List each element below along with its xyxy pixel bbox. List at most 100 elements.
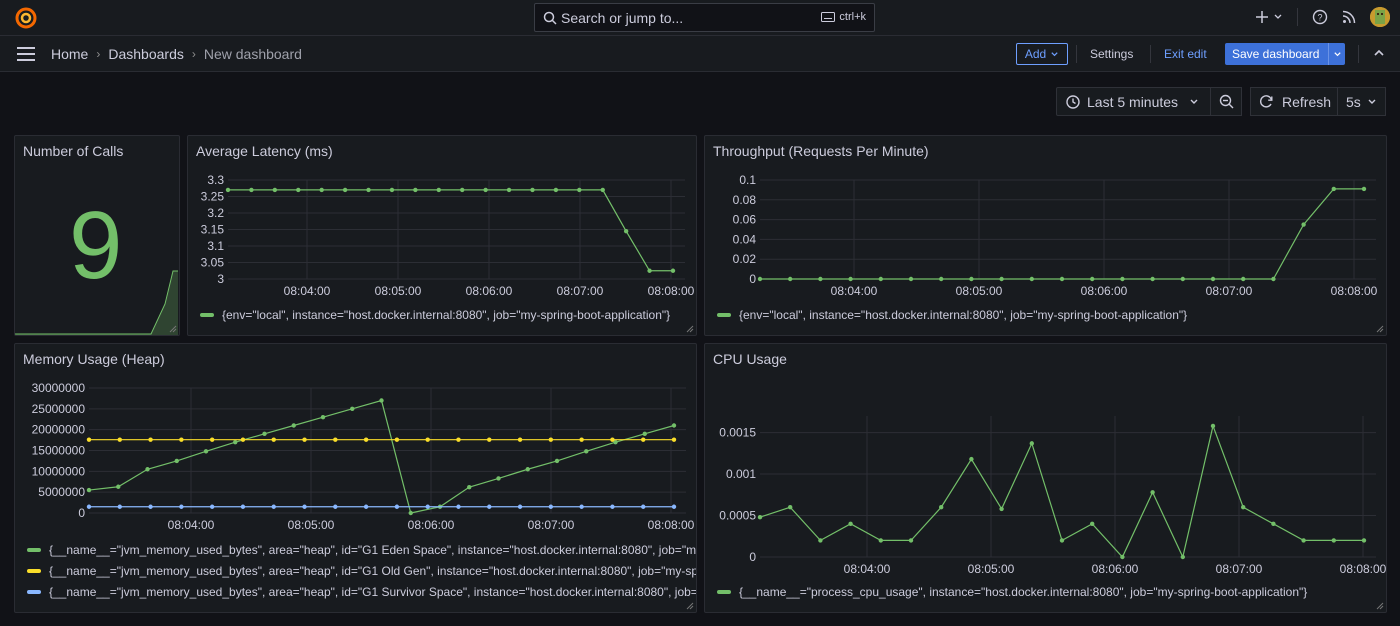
zoom-out-button[interactable] [1211, 87, 1242, 116]
throughput-chart[interactable]: 0 0.02 0.04 0.06 0.08 0.1 08:04:00 08:05:00 08:0… [705, 136, 1387, 336]
breadcrumb: Home › Dashboards › New dashboard [51, 46, 302, 62]
data-point [1271, 276, 1276, 282]
save-options-dropdown[interactable] [1328, 43, 1345, 65]
chevron-up-icon[interactable] [1372, 46, 1386, 60]
data-point [86, 437, 92, 442]
data-point [579, 504, 584, 509]
legend-item[interactable]: {__name__="process_cpu_usage", instance=… [717, 585, 1307, 599]
data-point [408, 510, 413, 516]
y-tick-label: 0 [749, 550, 756, 564]
refresh-interval-dropdown[interactable]: 5s [1338, 87, 1386, 116]
zoom-out-icon [1219, 94, 1233, 109]
y-tick-label: 0.001 [726, 467, 756, 481]
data-point [333, 437, 338, 442]
breadcrumb-dashboards[interactable]: Dashboards [108, 46, 184, 62]
panel-number-of-calls[interactable]: Number of Calls 9 [14, 135, 180, 336]
top-bar: Search or jump to... ctrl+k ? [0, 0, 1400, 36]
grafana-logo-icon[interactable] [15, 7, 37, 29]
resize-handle-icon[interactable] [686, 602, 694, 610]
x-tick-label: 08:05:00 [968, 562, 1015, 576]
chevron-down-icon [1051, 51, 1058, 56]
data-point [878, 276, 883, 282]
data-point [623, 228, 629, 234]
data-point [487, 504, 492, 509]
cpu-chart[interactable]: 0 0.0005 0.001 0.0015 08:04:00 08:05:00 08:06:… [705, 344, 1387, 613]
panel-memory-usage[interactable]: Memory Usage (Heap) 0 5000000 10000000 1500… [14, 343, 697, 613]
data-point [641, 504, 646, 509]
latency-chart[interactable]: 3 3.05 3.1 3.15 3.2 3.25 3.3 08:04:00 08:05:00 08… [188, 136, 697, 336]
rss-news-icon[interactable] [1342, 10, 1356, 24]
x-tick-label: 08:08:00 [648, 284, 695, 298]
data-point [117, 504, 122, 509]
x-tick-label: 08:06:00 [466, 284, 513, 298]
data-point [203, 449, 209, 454]
memory-chart[interactable]: 0 5000000 10000000 15000000 20000000 25000000… [15, 344, 697, 613]
save-dashboard-button[interactable]: Save dashboard [1225, 43, 1345, 65]
legend-item[interactable]: {__name__="jvm_memory_used_bytes", area=… [27, 564, 696, 578]
data-point [302, 504, 307, 509]
data-point [908, 538, 914, 543]
data-point [487, 437, 492, 442]
add-button[interactable]: Add [1016, 43, 1068, 65]
breadcrumb-home[interactable]: Home [51, 46, 89, 62]
data-point [641, 437, 646, 442]
legend-swatch [717, 313, 731, 317]
data-point [1301, 222, 1306, 227]
data-point [425, 504, 430, 509]
data-point [1090, 276, 1095, 282]
x-tick-label: 08:07:00 [528, 518, 575, 532]
stat-value: 9 [69, 192, 123, 299]
resize-handle-icon[interactable] [169, 325, 177, 333]
data-point [271, 437, 276, 442]
data-point [1120, 276, 1125, 282]
legend-item[interactable]: {env="local", instance="host.docker.inte… [717, 308, 1187, 322]
legend-item[interactable]: {env="local", instance="host.docker.inte… [200, 308, 670, 322]
legend-label: {env="local", instance="host.docker.inte… [222, 308, 671, 322]
data-point [350, 406, 355, 412]
avatar[interactable] [1370, 7, 1390, 27]
data-point [554, 458, 560, 464]
data-point [413, 187, 418, 193]
legend-item[interactable]: {__name__="jvm_memory_used_bytes", area=… [27, 543, 696, 557]
resize-handle-icon[interactable] [1376, 325, 1384, 333]
search-input[interactable]: Search or jump to... ctrl+k [534, 3, 875, 32]
new-dropdown-button[interactable] [1255, 10, 1283, 24]
data-point [647, 268, 652, 273]
y-tick-label: 0.08 [733, 193, 757, 207]
resize-handle-icon[interactable] [686, 325, 694, 333]
x-tick-label: 08:04:00 [168, 518, 215, 532]
search-placeholder: Search or jump to... [561, 10, 684, 26]
data-point [319, 187, 324, 193]
data-point [1180, 276, 1185, 282]
y-tick-label: 20000000 [32, 423, 86, 437]
add-button-label: Add [1024, 47, 1047, 61]
panel-cpu-usage[interactable]: CPU Usage 0 0.0005 0.001 0.0015 08:04:00 08:0… [704, 343, 1387, 613]
refresh-button[interactable]: Refresh [1250, 87, 1338, 116]
data-point [425, 437, 430, 442]
data-point [1210, 276, 1216, 282]
data-point [296, 187, 301, 193]
legend-swatch [27, 548, 41, 552]
help-icon[interactable]: ? [1312, 9, 1328, 25]
legend-label: {__name__="process_cpu_usage", instance=… [739, 585, 1308, 599]
legend-swatch [27, 569, 41, 573]
panel-throughput[interactable]: Throughput (Requests Per Minute) 0 0.02 0.… [704, 135, 1387, 336]
x-tick-label: 08:04:00 [831, 284, 878, 298]
data-point [456, 504, 461, 509]
panel-average-latency[interactable]: Average Latency (ms) 3 3.05 3.1 3.15 3.2 3.25… [187, 135, 697, 336]
time-range-button[interactable]: Last 5 minutes [1056, 87, 1211, 116]
data-point [878, 538, 883, 543]
y-tick-label: 0.02 [733, 252, 757, 266]
chevron-down-icon [1368, 99, 1376, 104]
resize-handle-icon[interactable] [1376, 602, 1384, 610]
menu-icon[interactable] [16, 46, 36, 62]
data-point [436, 187, 441, 193]
exit-edit-button[interactable]: Exit edit [1164, 47, 1207, 61]
legend-item[interactable]: {__name__="jvm_memory_used_bytes", area=… [27, 585, 697, 599]
data-point [848, 276, 853, 282]
chevron-down-icon [1333, 51, 1341, 56]
legend-label: {__name__="jvm_memory_used_bytes", area=… [49, 585, 697, 599]
data-point [999, 506, 1004, 512]
data-point [1331, 186, 1336, 192]
settings-button[interactable]: Settings [1090, 47, 1134, 61]
